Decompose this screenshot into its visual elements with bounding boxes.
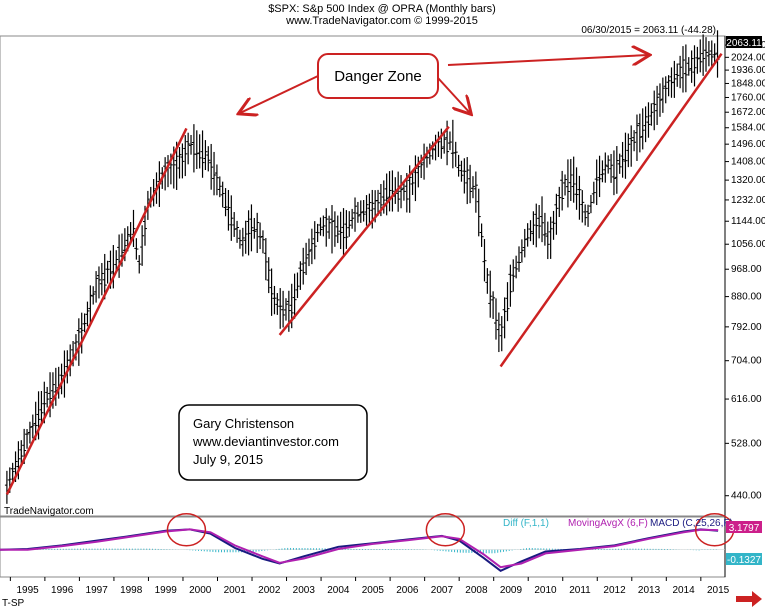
highlight-circle [166, 512, 207, 547]
y-tick-label: 1848.00 [731, 78, 765, 89]
legend-macd: MACD (C,25,26,F) [650, 518, 733, 529]
x-tick-label: 2013 [638, 585, 661, 596]
x-tick-label: 2003 [293, 585, 316, 596]
y-tick-label: 1936.00 [731, 65, 765, 76]
moving-avg-line [0, 528, 719, 569]
x-tick-label: 2014 [672, 585, 695, 596]
trendline [499, 52, 723, 368]
macd-tag [726, 521, 762, 533]
macd-tag-label: 3.1797 [729, 523, 760, 534]
x-tick-label: 1998 [120, 585, 143, 596]
scroll-right-arrow[interactable] [736, 591, 762, 607]
trendline [278, 125, 450, 336]
x-tick-label: 2007 [431, 585, 454, 596]
y-tick-label: 1584.00 [731, 123, 765, 134]
watermark: TradeNavigator.com [4, 506, 94, 517]
x-tick-label: 2012 [603, 585, 626, 596]
x-tick-label: 2004 [327, 585, 350, 596]
author-note [178, 404, 368, 481]
note-line-3: July 9, 2015 [193, 452, 263, 467]
copyright-text: www.TradeNavigator.com © 1999-2015 [285, 15, 478, 27]
arrow-2015 [447, 55, 648, 66]
x-tick-label: 1996 [51, 585, 74, 596]
price-tag [726, 36, 762, 48]
price-tag-label: 2063.11 [726, 38, 762, 49]
x-tick-label: 2000 [189, 585, 212, 596]
x-tick-label: 2011 [569, 585, 591, 596]
y-tick-label: 1056.00 [731, 239, 765, 250]
trendline [5, 127, 188, 495]
diff-tag-label: -0.1327 [727, 555, 761, 566]
x-tick-label: 2001 [224, 585, 247, 596]
x-tick-label: 2008 [465, 585, 488, 596]
x-tick-label: 1995 [16, 585, 39, 596]
x-tick-label: 1997 [86, 585, 109, 596]
y-tick-label: 704.00 [731, 356, 762, 367]
x-tick-label: 2002 [258, 585, 281, 596]
x-tick-label: 2015 [707, 585, 730, 596]
x-tick-label: 2010 [534, 585, 557, 596]
y-tick-label: 1408.00 [731, 157, 765, 168]
diff-tag [726, 553, 762, 565]
y-tick-label: 1320.00 [731, 175, 765, 186]
arrow-2000 [240, 75, 319, 113]
y-tick-label: 2024.00 [731, 52, 765, 63]
chart-title: $SPX: S&p 500 Index @ OPRA (Monthly bars… [268, 3, 496, 15]
y-axis: 2112.002024.001936.001848.001760.001672.… [725, 40, 765, 502]
y-tick-label: 880.00 [731, 292, 762, 303]
y-tick-label: 528.00 [731, 438, 762, 449]
indicator-lines [0, 528, 725, 572]
legend-diff: Diff (F,1,1) [503, 518, 549, 529]
highlight-circle [425, 512, 466, 547]
x-tick-label: 1999 [155, 585, 178, 596]
x-axis: 1995 1996 1997 1998 1999 2000 2001 2002 2003 2004… [9, 577, 730, 596]
danger-zone-label: Danger Zone [334, 68, 422, 85]
y-tick-label: 440.00 [731, 491, 762, 502]
y-tick-label: 616.00 [731, 394, 762, 405]
arrow-2007 [437, 77, 470, 113]
note-line-1: Gary Christenson [193, 416, 294, 431]
x-tick-label: 2005 [362, 585, 385, 596]
last-quote: 06/30/2015 = 2063.11 (-44.28) [581, 25, 716, 36]
y-tick-label: 1232.00 [731, 195, 765, 206]
y-tick-label: 1760.00 [731, 92, 765, 103]
trendlines [5, 52, 723, 495]
note-line-2: www.deviantinvestor.com [192, 434, 339, 449]
y-tick-label: 792.00 [731, 322, 762, 333]
y-tick-label: 1144.00 [731, 216, 765, 227]
y-tick-label: 1672.00 [731, 107, 765, 118]
x-tick-label: 2009 [500, 585, 523, 596]
y-tick-label: 1496.00 [731, 139, 765, 150]
corner-label: T-SP [2, 598, 25, 609]
y-tick-label: 968.00 [731, 264, 762, 275]
x-tick-label: 2006 [396, 585, 419, 596]
legend-mova: MovingAvgX (6,F) [568, 518, 648, 529]
